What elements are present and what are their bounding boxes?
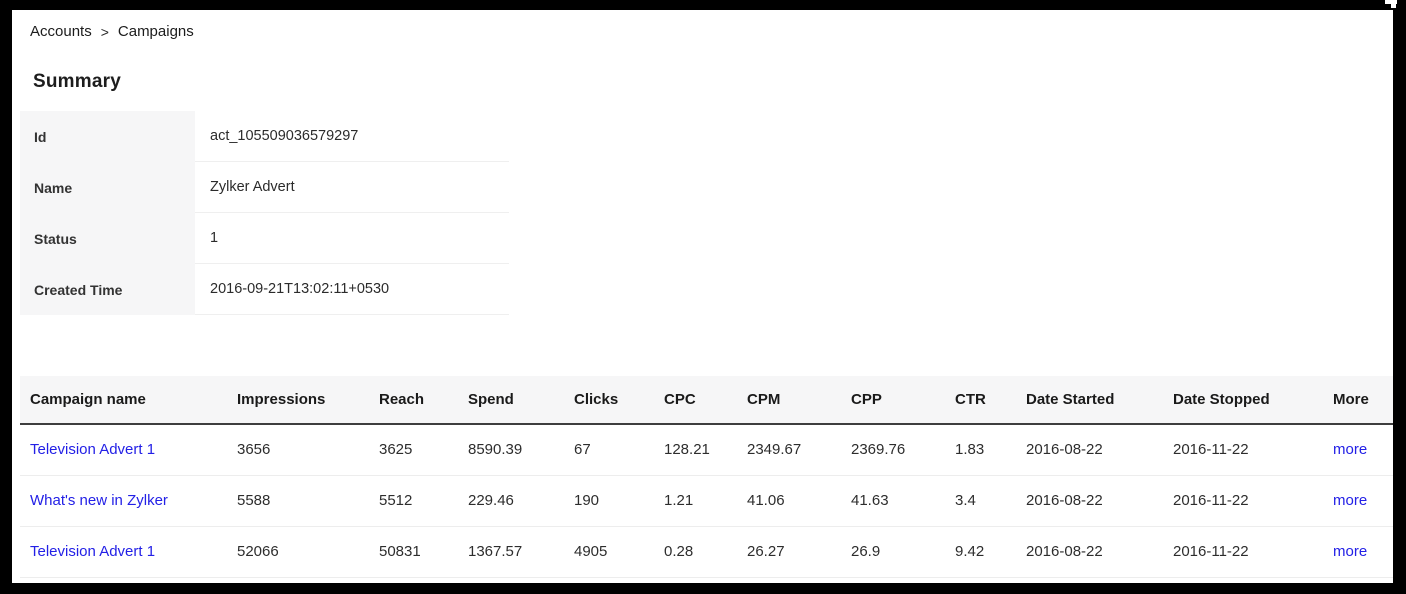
column-header-date-stopped: Date Stopped — [1163, 376, 1323, 425]
cell-clicks: 4905 — [564, 526, 654, 578]
summary-table: Id act_105509036579297 Name Zylker Adver… — [20, 111, 509, 315]
summary-label-created-time: Created Time — [20, 264, 195, 315]
column-header-impressions: Impressions — [227, 376, 369, 425]
cell-cpp: 26.9 — [841, 526, 945, 578]
campaign-name-link[interactable]: Television Advert 1 — [30, 441, 156, 459]
cell-ctr: 3.4 — [945, 475, 1016, 527]
summary-value-name: Zylker Advert — [195, 162, 509, 213]
cell-cpc: 0.28 — [654, 526, 737, 578]
summary-label-name: Name — [20, 162, 195, 213]
summary-label-status: Status — [20, 213, 195, 264]
column-header-spend: Spend — [458, 376, 564, 425]
summary-row-name: Name Zylker Advert — [20, 162, 509, 213]
column-header-cpp: CPP — [841, 376, 945, 425]
more-link[interactable]: more — [1333, 543, 1368, 560]
campaign-name-link[interactable]: What's new in Zylker — [30, 492, 168, 509]
summary-value-created-time: 2016-09-21T13:02:11+0530 — [195, 264, 509, 315]
column-header-clicks: Clicks — [564, 376, 654, 425]
column-header-cpc: CPC — [654, 376, 737, 425]
cell-cpp: 2369.76 — [841, 424, 945, 476]
cell-date-started: 2016-08-22 — [1016, 424, 1163, 476]
cell-impressions: 52066 — [227, 526, 369, 578]
table-row: Television Advert 1 3656 3625 8590.39 67… — [20, 424, 1393, 476]
content-page: Accounts > Campaigns Summary Id act_1055… — [12, 10, 1393, 583]
table-row: Television Advert 1 52066 50831 1367.57 … — [20, 526, 1393, 578]
cursor-artifact — [1385, 0, 1397, 8]
cell-spend: 8590.39 — [458, 424, 564, 476]
cell-cpp: 41.63 — [841, 475, 945, 527]
cell-impressions: 3656 — [227, 424, 369, 476]
cell-cpm: 26.27 — [737, 526, 841, 578]
column-header-cpm: CPM — [737, 376, 841, 425]
breadcrumb-item-campaigns[interactable]: Campaigns — [117, 23, 194, 40]
cell-spend: 229.46 — [458, 475, 564, 527]
summary-value-status: 1 — [195, 213, 509, 264]
column-header-campaign-name: Campaign name — [20, 376, 227, 425]
cell-clicks: 67 — [564, 424, 654, 476]
cell-date-started: 2016-08-22 — [1016, 475, 1163, 527]
cell-reach: 5512 — [369, 475, 458, 527]
cell-date-stopped: 2016-11-22 — [1163, 424, 1323, 476]
cell-cpm: 2349.67 — [737, 424, 841, 476]
column-header-reach: Reach — [369, 376, 458, 425]
cell-ctr: 1.83 — [945, 424, 1016, 476]
campaigns-table: Campaign name Impressions Reach Spend Cl… — [20, 376, 1393, 578]
summary-row-id: Id act_105509036579297 — [20, 111, 509, 162]
cell-impressions: 5588 — [227, 475, 369, 527]
cell-clicks: 190 — [564, 475, 654, 527]
campaigns-header-row: Campaign name Impressions Reach Spend Cl… — [20, 376, 1393, 425]
cell-reach: 3625 — [369, 424, 458, 476]
more-link[interactable]: more — [1333, 441, 1368, 459]
cell-reach: 50831 — [369, 526, 458, 578]
campaign-name-link[interactable]: Television Advert 1 — [30, 543, 156, 560]
breadcrumb-separator: > — [100, 23, 109, 40]
cell-spend: 1367.57 — [458, 526, 564, 578]
summary-label-id: Id — [20, 111, 195, 162]
column-header-date-started: Date Started — [1016, 376, 1163, 425]
breadcrumb-item-accounts[interactable]: Accounts — [30, 23, 92, 40]
more-link[interactable]: more — [1333, 492, 1368, 509]
cell-cpm: 41.06 — [737, 475, 841, 527]
summary-row-created-time: Created Time 2016-09-21T13:02:11+0530 — [20, 264, 509, 315]
summary-heading: Summary — [33, 71, 121, 92]
column-header-more: More — [1323, 376, 1393, 425]
column-header-ctr: CTR — [945, 376, 1016, 425]
summary-row-status: Status 1 — [20, 213, 509, 264]
cell-date-stopped: 2016-11-22 — [1163, 475, 1323, 527]
cell-date-started: 2016-08-22 — [1016, 526, 1163, 578]
cell-ctr: 9.42 — [945, 526, 1016, 578]
cell-cpc: 1.21 — [654, 475, 737, 527]
breadcrumb: Accounts > Campaigns — [30, 23, 194, 40]
summary-value-id: act_105509036579297 — [195, 111, 509, 162]
table-row: What's new in Zylker 5588 5512 229.46 19… — [20, 475, 1393, 527]
cell-date-stopped: 2016-11-22 — [1163, 526, 1323, 578]
cell-cpc: 128.21 — [654, 424, 737, 476]
